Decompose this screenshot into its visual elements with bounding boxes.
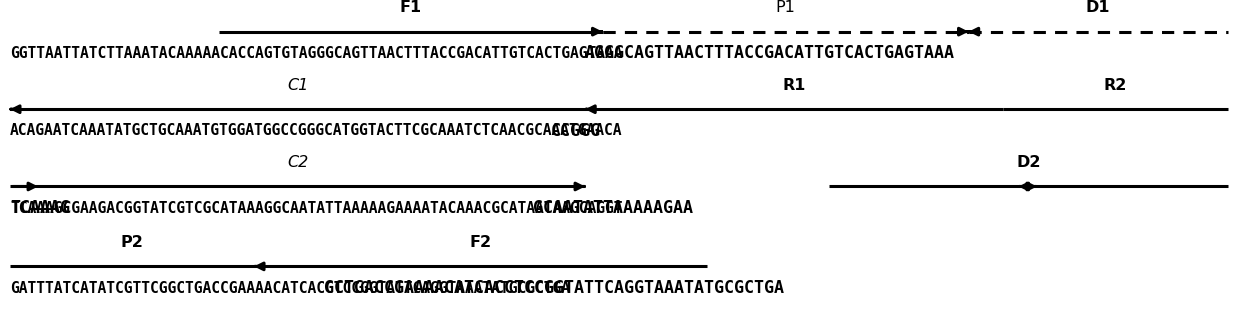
Text: TCAAAG: TCAAAG <box>10 199 69 217</box>
Text: R2: R2 <box>1104 78 1127 93</box>
Text: GCAATATTAAAAAGAA: GCAATATTAAAAAGAA <box>533 199 693 217</box>
Text: P1: P1 <box>776 0 796 15</box>
Text: CCGGG: CCGGG <box>551 122 600 140</box>
Text: R1: R1 <box>782 78 806 93</box>
Text: GGTTAATTATCTTAAATACAAAAACACCAGTGTAGGGCAGTTAACTTTACCGACATTGTCACTGAGTAAA: GGTTAATTATCTTAAATACAAAAACACCAGTGTAGGGCAG… <box>10 46 622 61</box>
Text: F1: F1 <box>399 0 422 15</box>
Text: D2: D2 <box>1016 156 1040 170</box>
Text: C2: C2 <box>286 156 309 170</box>
Text: GATTTATCATATCGTTCGGCTGACCGAAAACATCACCTCCGGTATTCAGGTAAATATGCGCTGA: GATTTATCATATCGTTCGGCTGACCGAAAACATCACCTCC… <box>10 280 570 296</box>
Text: P2: P2 <box>120 235 144 250</box>
Text: GCTGACCGAAAACATCACCTCCGGTATTCAGGTAAATATGCGCTGA: GCTGACCGAAAACATCACCTCCGGTATTCAGGTAAATATG… <box>324 279 784 297</box>
Text: C1: C1 <box>286 78 309 93</box>
Text: TCAAAGCGAAGACGGTATCGTCGCATAAAGGCAATATTAAAAAGAAAATACAAACGCATAATAAGCAGGT: TCAAAGCGAAGACGGTATCGTCGCATAAAGGCAATATTAA… <box>10 200 622 216</box>
Text: D1: D1 <box>1086 0 1110 15</box>
Text: ACAGAATCAAATATGCTGCAAATGTGGATGGCCGGGCATGGTACTTCGCAAATCTCAACGCAAATGAACA: ACAGAATCAAATATGCTGCAAATGTGGATGGCCGGGCATG… <box>10 123 622 138</box>
Text: F2: F2 <box>470 235 491 250</box>
Text: AGGGCAGTTAACTTTACCGACATTGTCACTGAGTAAA: AGGGCAGTTAACTTTACCGACATTGTCACTGAGTAAA <box>585 44 955 62</box>
